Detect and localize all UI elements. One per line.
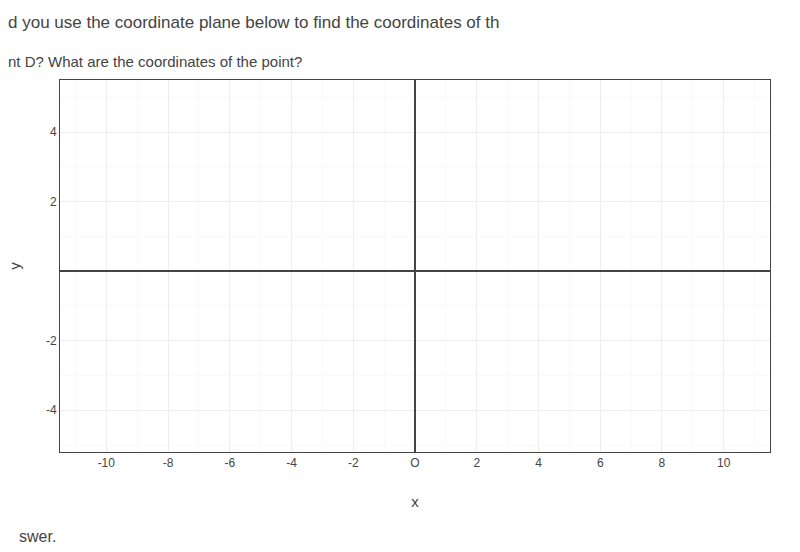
svg-text:8: 8: [659, 456, 666, 470]
svg-text:O: O: [410, 456, 419, 470]
svg-text:nt D? What are the coordinates: nt D? What are the coordinates of the po…: [8, 53, 302, 70]
svg-text:swer.: swer.: [19, 528, 56, 545]
svg-text:-4: -4: [46, 403, 57, 417]
svg-text:-6: -6: [224, 456, 235, 470]
svg-text:4: 4: [50, 125, 57, 139]
svg-text:-8: -8: [163, 456, 174, 470]
svg-text:10: 10: [717, 456, 731, 470]
svg-text:2: 2: [50, 195, 57, 209]
svg-text:4: 4: [535, 456, 542, 470]
svg-text:6: 6: [597, 456, 604, 470]
svg-text:-10: -10: [98, 456, 116, 470]
svg-text:d you use the coordinate plane: d you use the coordinate plane below to …: [8, 13, 499, 32]
svg-text:-4: -4: [286, 456, 297, 470]
svg-text:y: y: [6, 262, 23, 270]
svg-text:2: 2: [473, 456, 480, 470]
svg-text:-2: -2: [348, 456, 359, 470]
svg-text:-2: -2: [46, 334, 57, 348]
svg-text:x: x: [411, 493, 419, 510]
